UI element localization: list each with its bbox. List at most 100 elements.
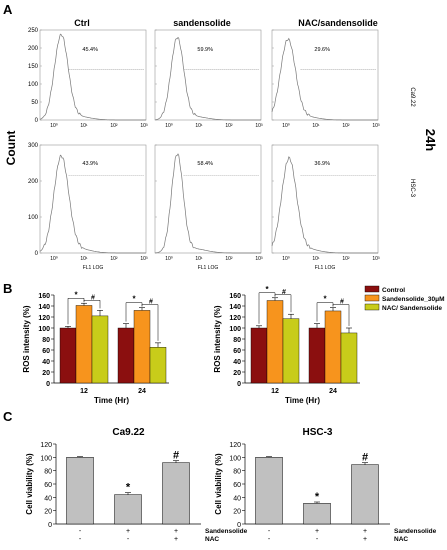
treatment-sign: -	[79, 528, 82, 535]
histogram-ytick-label: 100	[28, 215, 39, 221]
ros-sig-bracket	[67, 298, 85, 325]
viability-ylabel: Cell viability (%)	[25, 453, 34, 515]
viability-bar	[351, 464, 379, 525]
treatment-sign: +	[363, 536, 367, 543]
histogram-ytick-label: 150	[28, 64, 39, 70]
histogram-ytick-label: 0	[35, 118, 39, 124]
ros-xtick-label: 24	[329, 388, 337, 395]
panel-label-c: C	[3, 409, 13, 424]
viability-ytick-label: 60	[233, 482, 241, 489]
histogram-xtick-label: 10³	[372, 123, 380, 129]
ros-sig-mark: *	[132, 295, 136, 304]
viability-ytick-label: 20	[233, 509, 241, 516]
ros-chart-left: 0 20 40 60 80 100 120 140 160 ROS intensity (%) Ti…	[22, 290, 169, 405]
viability-title: Ca9.22	[112, 427, 145, 438]
viability-bar	[114, 494, 142, 525]
ros-ytick-label: 140	[229, 304, 241, 311]
viability-bar	[303, 503, 331, 525]
flow-histograms: 0 50 100 150 200 250 10⁰ 10¹ 10² 10³ 45.4% 10⁰ 10¹ 10…	[28, 28, 380, 271]
ros-ytick-label: 120	[38, 315, 50, 322]
ros-sig-bracket	[141, 304, 159, 341]
histogram-xtick-label: 10²	[342, 256, 350, 262]
treatment-sign: +	[174, 528, 178, 535]
histogram-xtick-label: 10³	[255, 123, 263, 129]
histogram-percentage: 43.9%	[82, 161, 98, 167]
viability-ytick-label: 20	[44, 509, 52, 516]
viability-sig-mark: *	[315, 491, 320, 503]
histogram-xtick-label: 10²	[342, 123, 350, 129]
histogram-xtick-label: 10¹	[195, 123, 203, 129]
ros-bar	[149, 347, 167, 384]
histogram-frame	[271, 144, 379, 254]
legend-label: NAC/ Sandensolide	[382, 305, 442, 312]
viability-bar	[66, 457, 94, 525]
ros-ytick-label: 120	[229, 315, 241, 322]
viability-ytick-label: 40	[233, 495, 241, 502]
histogram-xtick-label: 10¹	[80, 256, 88, 262]
histogram-percentage: 29.6%	[314, 47, 330, 53]
ros-sig-mark: #	[149, 299, 153, 306]
ros-sig-bracket	[258, 292, 276, 324]
viability-bar	[162, 462, 190, 525]
histogram-ytick-label: 300	[28, 143, 39, 149]
ros-ytick-label: 100	[38, 326, 50, 333]
histogram-xtick-label: 10¹	[312, 123, 320, 129]
treatment-sign: -	[316, 536, 319, 543]
treatment-label: Sandensolide	[205, 528, 248, 535]
histogram-curve	[271, 156, 378, 254]
ros-sig-mark: *	[265, 285, 269, 294]
treatment-label: NAC	[205, 536, 219, 543]
ros-ytick-label: 0	[237, 381, 241, 388]
histogram-xtick-label: 10¹	[195, 256, 203, 262]
ros-ytick-label: 40	[233, 359, 241, 366]
ros-ylabel: ROS intensity (%)	[213, 305, 222, 372]
viability-ytick-label: 120	[40, 442, 52, 449]
panel-label-a: A	[3, 2, 13, 17]
ros-sig-bracket	[274, 294, 292, 313]
ros-ylabel: ROS intensity (%)	[22, 305, 31, 372]
ros-bar	[266, 300, 284, 384]
ros-xtick-label: 12	[271, 388, 279, 395]
viability-chart-ca922: Ca9.22 0 20 40 60 80 100 120 Cell viability (%) -…	[25, 427, 248, 543]
col-title-ctrl: Ctrl	[74, 18, 90, 28]
viability-ytick-label: 40	[44, 495, 52, 502]
col-title-nac-sandensolide: NAC/sandensolide	[298, 18, 378, 28]
ros-ytick-label: 160	[38, 293, 50, 300]
legend-label: Control	[382, 287, 405, 294]
histogram-xlabel: FL1 LOG	[315, 265, 336, 271]
ros-bar	[75, 305, 93, 384]
ros-xlabel: Time (Hr)	[285, 396, 320, 405]
histogram-xtick-label: 10³	[140, 123, 148, 129]
ros-sig-mark: *	[74, 290, 78, 299]
viability-ylabel: Cell viability (%)	[214, 453, 223, 515]
ros-xlabel: Time (Hr)	[94, 396, 129, 405]
treatment-sign: +	[363, 528, 367, 535]
ros-sig-bracket	[332, 304, 350, 326]
histogram-curve	[154, 153, 261, 254]
histogram-frame	[39, 144, 147, 254]
ros-ytick-label: 0	[46, 381, 50, 388]
viability-sig-mark: *	[126, 482, 131, 494]
ros-sig-mark: #	[91, 294, 95, 301]
legend-swatch	[364, 285, 380, 293]
row-label-ca922: Ca9.22	[409, 87, 415, 107]
ros-ytick-label: 60	[233, 348, 241, 355]
treatment-sign: +	[174, 536, 178, 543]
ros-xtick-label: 12	[80, 388, 88, 395]
viability-sig-mark: #	[173, 450, 179, 462]
ros-bar	[250, 327, 268, 384]
ros-bar	[324, 310, 342, 384]
ros-ytick-label: 140	[38, 304, 50, 311]
histogram-percentage: 36.9%	[314, 161, 330, 167]
legend-swatch	[364, 303, 380, 311]
histogram-xtick-label: 10²	[110, 256, 118, 262]
ros-xtick-label: 24	[138, 388, 146, 395]
histogram-xtick-label: 10¹	[80, 123, 88, 129]
viability-ytick-label: 60	[44, 482, 52, 489]
ros-ytick-label: 20	[233, 370, 241, 377]
histogram-xtick-label: 10⁰	[165, 123, 173, 129]
ros-ytick-label: 60	[42, 348, 50, 355]
treatment-label: Sandensolide	[394, 528, 437, 535]
histogram-ytick-label: 250	[28, 28, 39, 34]
